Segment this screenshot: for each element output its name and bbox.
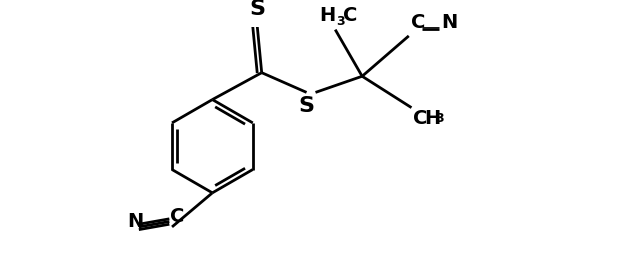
Text: 3: 3 — [435, 112, 444, 125]
Text: S: S — [249, 0, 265, 19]
Text: N: N — [441, 13, 458, 32]
Text: C: C — [411, 13, 425, 32]
Text: C: C — [343, 6, 358, 25]
Text: C: C — [413, 109, 428, 128]
Text: H: H — [319, 6, 335, 25]
Text: C: C — [170, 207, 184, 226]
Text: N: N — [127, 212, 143, 232]
Text: S: S — [298, 96, 314, 116]
Text: 3: 3 — [336, 15, 345, 28]
Text: H: H — [424, 109, 440, 128]
